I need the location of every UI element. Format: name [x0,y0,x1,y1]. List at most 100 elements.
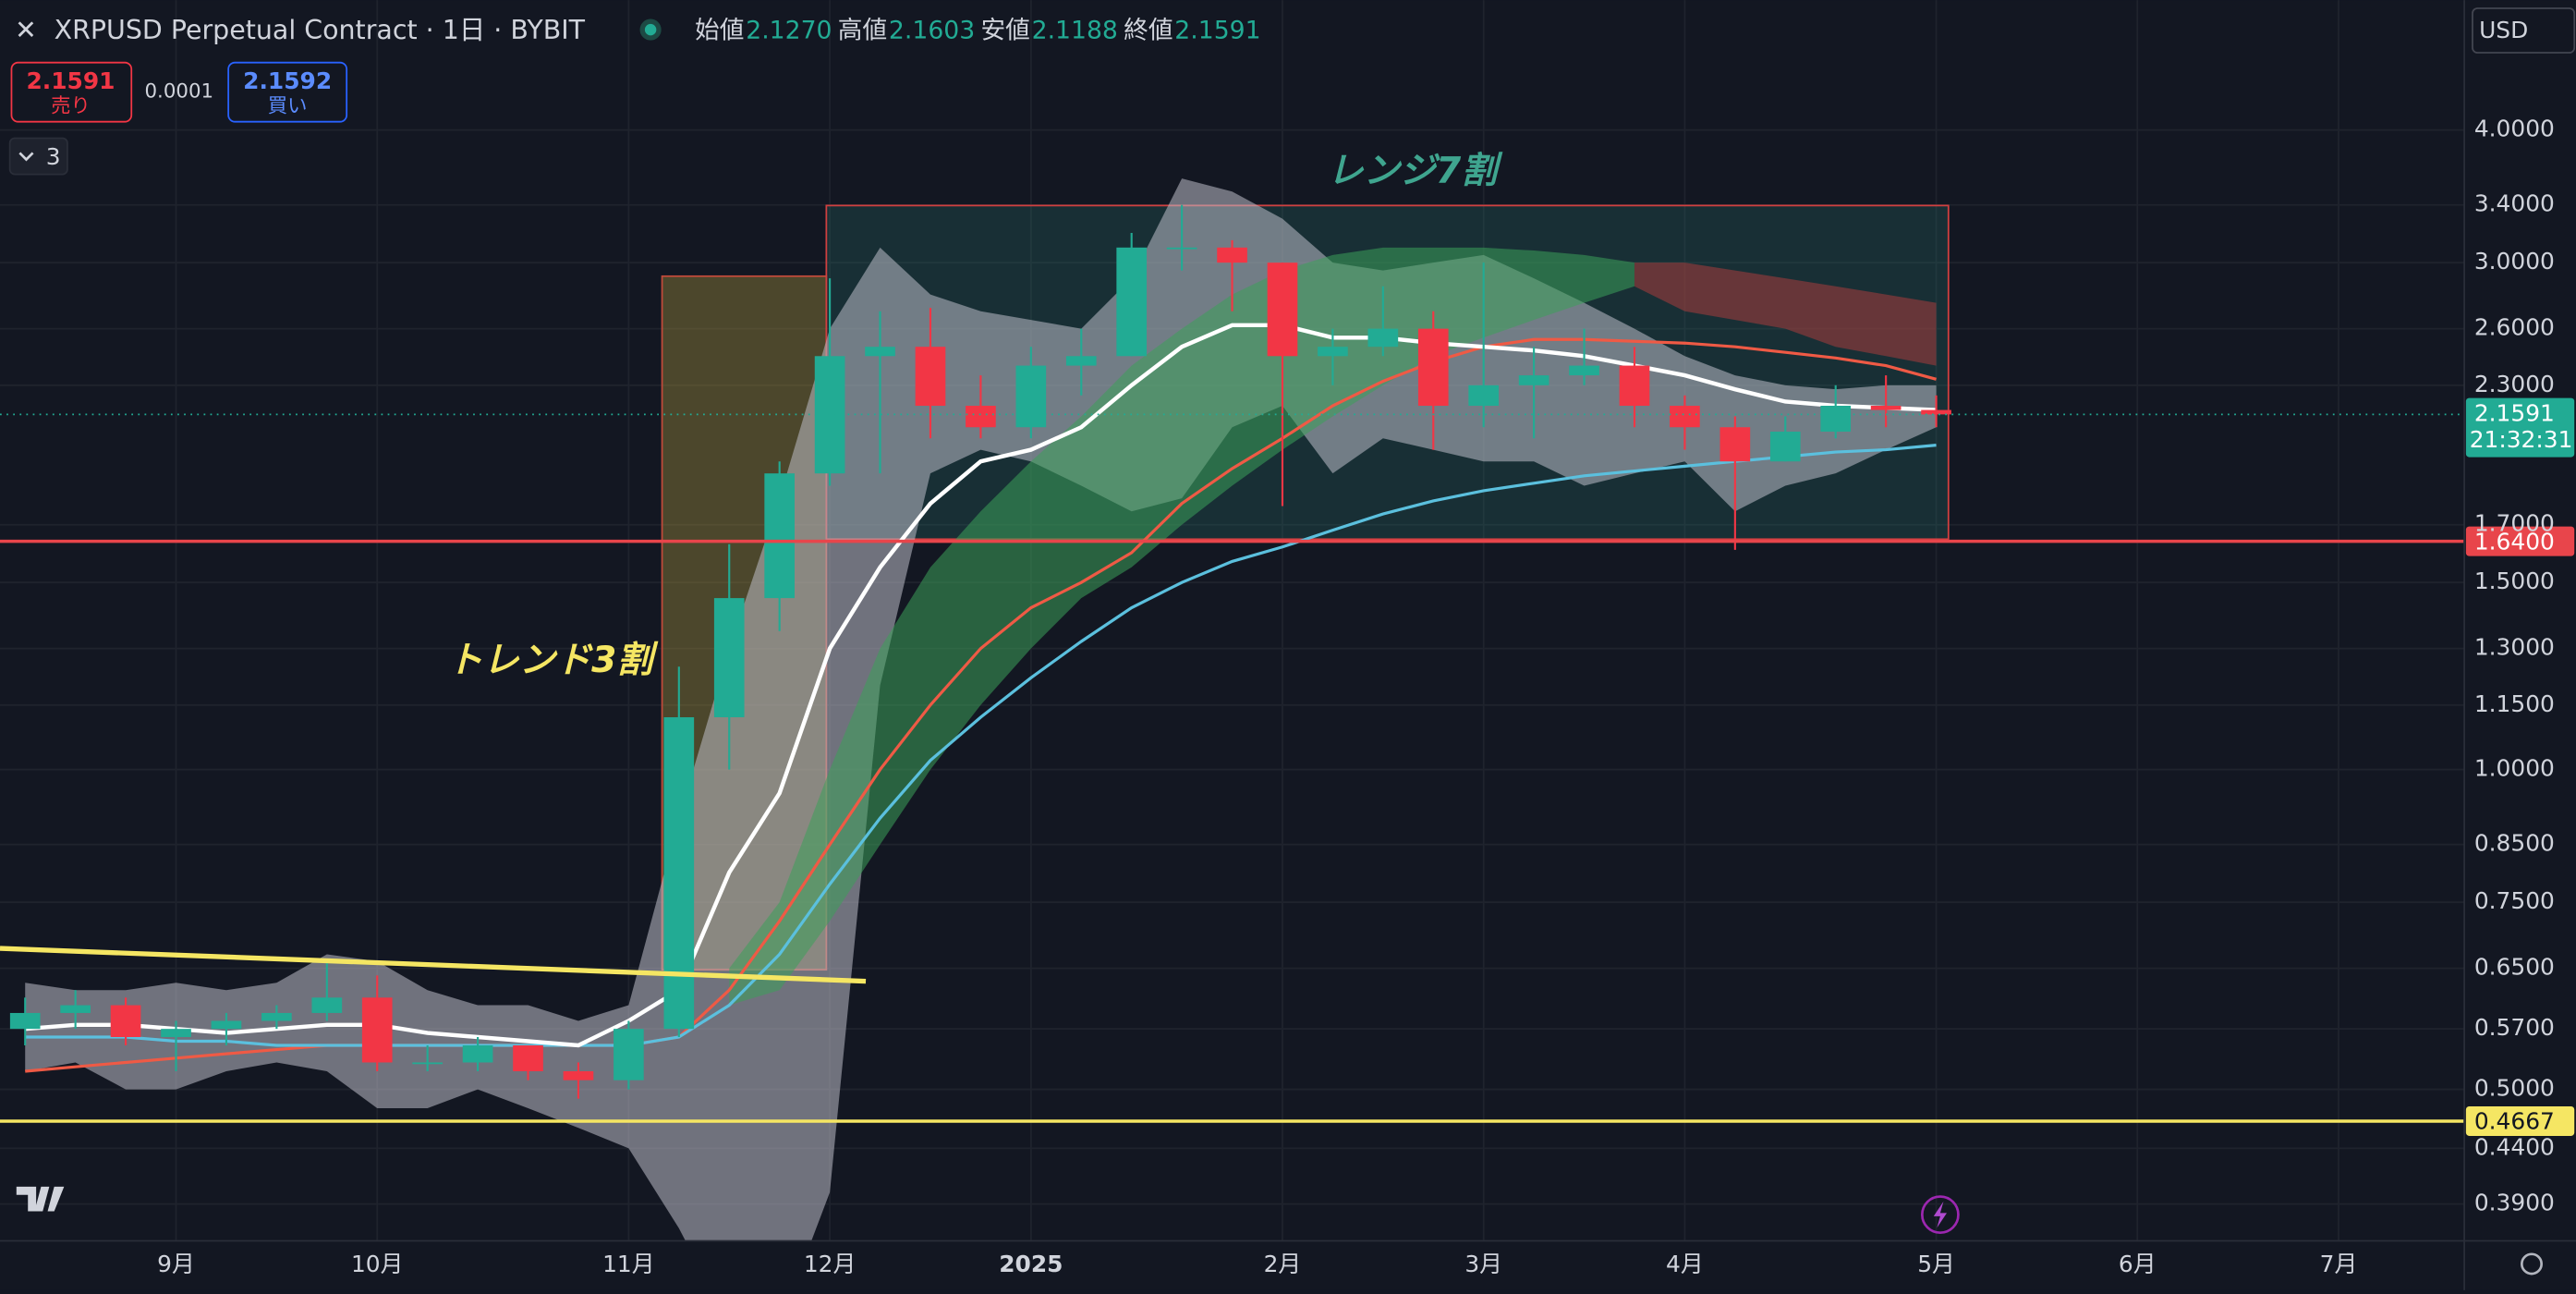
candle-body [161,1029,191,1037]
candle-body [9,1012,41,1030]
indicator-toggle[interactable]: 3 [8,137,68,176]
price-tag [2465,526,2575,556]
spread: 0.0001 [144,80,213,104]
sell-box[interactable] [10,61,133,123]
y-tick-label: 1.1500 [2474,690,2555,717]
candle-body [1116,247,1148,357]
y-tick-label: 0.4400 [2474,1133,2555,1160]
price-tag-label: 1.6400 [2474,528,2555,555]
candle-body [311,997,343,1013]
y-tick-label: 1.7000 [2474,510,2555,537]
candle [966,375,996,439]
candle [1619,347,1650,428]
buy-box[interactable] [227,61,348,123]
candle-body [412,1062,443,1065]
candle-body [1267,262,1298,357]
band [25,178,1937,1241]
annotation: トレンド3割 [447,640,660,681]
candle [1417,311,1449,450]
candle-body [915,347,946,407]
x-tick-label: 6月 [2119,1251,2157,1277]
candle [663,666,695,1037]
candle [764,461,796,631]
candle-body [814,356,845,474]
buy-price[interactable]: 2.1592 [243,67,332,94]
y-tick-label: 3.0000 [2474,248,2555,275]
candle [311,960,343,1021]
candle [1015,347,1047,439]
ohlc-value: 2.1603 [889,16,975,44]
candle [1217,239,1247,311]
candle-body [1015,365,1047,428]
candle-body [513,1044,543,1071]
currency-box[interactable] [2472,7,2576,54]
candle [1820,385,1852,439]
candle [1870,375,1902,428]
candle-body [614,1029,644,1080]
y-tick-label: 1.0000 [2474,755,2555,782]
candle [1367,286,1399,357]
last-price-tag [2465,397,2575,458]
x-tick-label: 10月 [351,1251,404,1277]
candle-body [1417,328,1449,407]
candle [1166,204,1197,271]
ohlc-label: 高値 [838,16,887,44]
candle [1318,328,1348,385]
indicator-count[interactable]: 3 [46,143,61,170]
x-tick-label: 2月 [1264,1251,1302,1277]
x-tick-label: 9月 [157,1251,195,1277]
sell-price[interactable]: 2.1591 [26,67,115,94]
status-dot [639,18,662,41]
y-tick-label: 0.8500 [2474,830,2555,857]
band [1634,262,1937,366]
candle [865,311,895,474]
candle-body [1217,247,1247,263]
candle-body [966,406,996,428]
y-tick-label: 1.5000 [2474,568,2555,594]
candle [211,1012,242,1045]
x-tick-label: 12月 [804,1251,857,1277]
x-tick-label: 2025 [999,1251,1063,1277]
candle-body [1670,406,1700,428]
candle [1769,416,1801,462]
lightning-button[interactable] [1920,1195,1960,1234]
y-tick-label: 3.4000 [2474,190,2555,217]
last-price-label: 2.1591 [2474,399,2555,426]
ma-line [25,444,1937,1047]
candle-body [865,347,895,357]
toggle-box[interactable] [8,137,68,176]
candle-body [563,1070,594,1080]
candle [261,1005,292,1030]
candle [9,997,41,1045]
candle [1468,262,1500,428]
currency-menu[interactable]: USD [2472,7,2576,54]
y-tick-label: 2.6000 [2474,314,2555,341]
candle-body [1367,328,1399,348]
candle-body [60,1005,91,1013]
ohlc-label: 始値 [695,16,744,44]
candle [614,1020,644,1090]
price-tag [2465,1105,2575,1136]
x-tick-label: 7月 [2320,1251,2358,1277]
candle [1065,328,1097,396]
candle [1719,416,1751,550]
buy-label[interactable]: 買い [268,95,308,118]
candle-body [1166,247,1197,250]
x-tick-label: 11月 [602,1251,655,1277]
y-tick-label: 4.0000 [2474,116,2555,142]
sell-label[interactable]: 売り [51,95,91,118]
currency[interactable]: USD [2479,17,2528,43]
candle [462,1036,493,1071]
chevron[interactable] [18,152,34,162]
candle-body [1719,427,1751,462]
candle-body [361,997,393,1063]
band [729,247,1634,1006]
settings-button[interactable] [2520,1252,2543,1276]
ohlc-value: 2.1270 [746,16,832,44]
candle [1267,262,1298,507]
candle [713,543,745,770]
annotation: レンジ7割 [1328,150,1504,191]
candle [915,308,946,439]
